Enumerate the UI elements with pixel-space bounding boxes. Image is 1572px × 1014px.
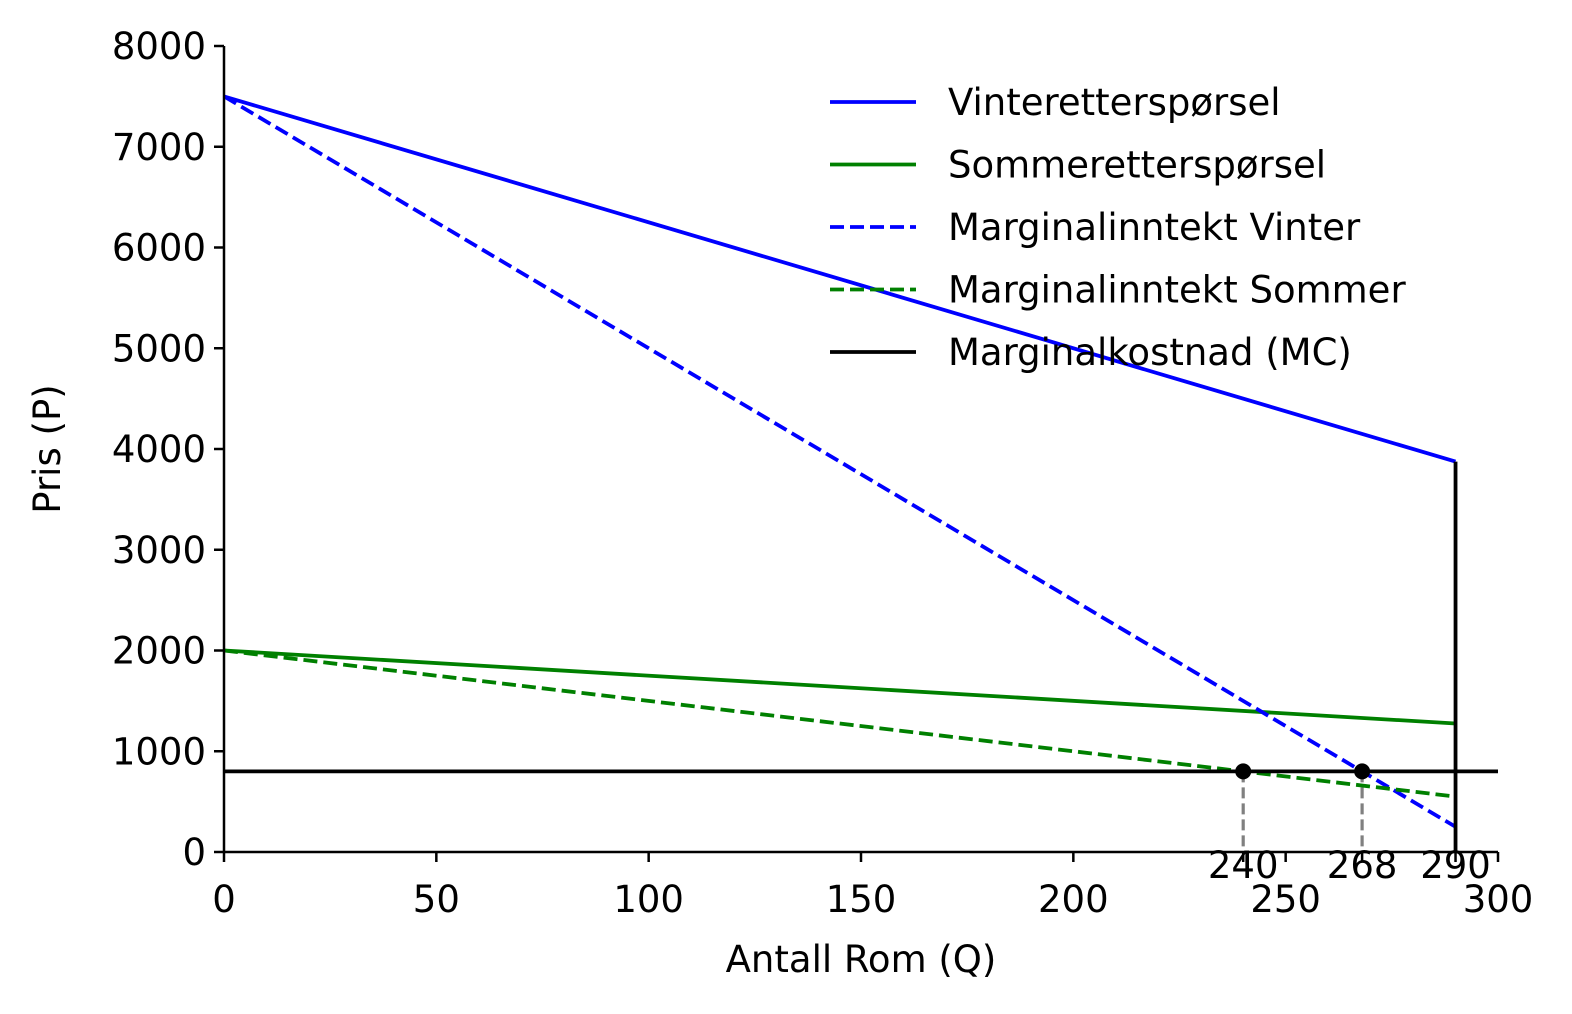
- plot-area: [223, 94, 1498, 852]
- x-extra-tick-label-290: 290: [1420, 844, 1491, 887]
- y-tick-label: 1000: [112, 730, 206, 773]
- y-tick-label: 3000: [112, 529, 206, 572]
- y-tick-label: 4000: [112, 428, 206, 471]
- y-tick-label: 0: [182, 831, 206, 874]
- legend-label-marginalkostnad-mc: Marginalkostnad (MC): [948, 331, 1352, 374]
- series-line-sommerettersp-rsel: [223, 648, 1456, 726]
- legend-label-marginalinntekt-sommer: Marginalinntekt Sommer: [948, 269, 1406, 312]
- x-tick-label: 150: [826, 878, 897, 921]
- series-line-marginalinntekt-sommer: [223, 648, 1456, 799]
- y-tick-label: 7000: [112, 126, 206, 169]
- equilibrium-point-240: [1235, 763, 1252, 780]
- axes: 0 50 100 150 200 250 300 240 268 290 0 1000 2000 3000…: [112, 25, 1533, 921]
- series-line-vinterettersp-rsel: [223, 94, 1457, 464]
- y-tick-label: 5000: [112, 327, 206, 370]
- x-axis-title: Antall Rom (Q): [726, 938, 997, 981]
- legend-label-marginalinntekt-vinter: Marginalinntekt Vinter: [948, 206, 1361, 249]
- x-tick-label: 0: [212, 878, 236, 921]
- legend-label-sommerettersp-rsel: Sommeretterspørsel: [948, 144, 1326, 187]
- x-tick-label: 250: [1250, 878, 1321, 921]
- y-tick-label: 8000: [112, 25, 206, 68]
- x-tick-label: 300: [1463, 878, 1534, 921]
- x-extra-tick-label-268: 268: [1327, 844, 1398, 887]
- y-tick-label: 6000: [112, 227, 206, 270]
- equilibrium-point-268: [1354, 763, 1371, 780]
- x-tick-label: 50: [413, 878, 460, 921]
- series-line-marginalinntekt-vinter: [223, 94, 1457, 829]
- y-tick-label: 2000: [112, 630, 206, 673]
- x-tick-label: 200: [1038, 878, 1109, 921]
- x-tick-label: 100: [613, 878, 684, 921]
- x-extra-tick-label-240: 240: [1208, 844, 1279, 887]
- legend: Vinteretterspørsel Sommeretterspørsel Marg…: [830, 81, 1406, 374]
- legend-label-vinterettersp-rsel: Vinteretterspørsel: [948, 81, 1281, 124]
- y-axis-title: Pris (P): [26, 384, 69, 513]
